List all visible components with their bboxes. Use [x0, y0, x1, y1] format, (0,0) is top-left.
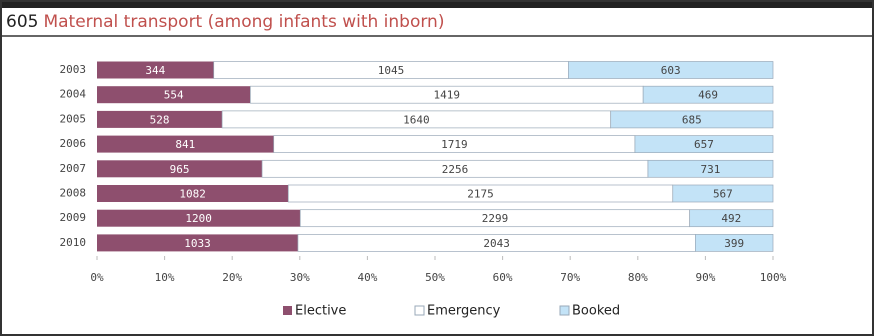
data-label: 1200 — [185, 212, 212, 225]
y-tick-label: 2006 — [60, 137, 87, 150]
bar-segment — [634, 135, 774, 153]
data-label: 1640 — [403, 113, 430, 126]
bar-segment — [97, 160, 263, 178]
bar-segment — [610, 110, 774, 129]
x-tick-label: 0% — [90, 271, 104, 284]
bar-segment — [97, 86, 251, 104]
data-label: 841 — [175, 138, 195, 151]
legend-label: Booked — [572, 304, 620, 319]
x-tick-label: 30% — [290, 271, 310, 284]
data-label: 528 — [150, 113, 170, 126]
data-label: 1033 — [184, 237, 211, 250]
bar-segment — [642, 85, 774, 104]
data-label: 965 — [170, 163, 190, 176]
y-tick-label: 2004 — [60, 88, 87, 101]
x-tick-label: 20% — [222, 271, 242, 284]
legend-swatch — [283, 306, 292, 315]
title-text: Maternal transport (among infants with i… — [43, 12, 444, 32]
y-tick-label: 2008 — [60, 187, 87, 200]
bar-segment — [97, 234, 298, 252]
data-label: 492 — [721, 212, 741, 225]
bar-segment — [568, 61, 774, 79]
data-label: 344 — [145, 64, 165, 77]
bar-segment — [672, 184, 774, 203]
title-number: 605 — [6, 12, 38, 32]
data-label: 469 — [698, 89, 718, 102]
data-label: 567 — [713, 188, 733, 201]
legend-label: Elective — [295, 304, 346, 319]
x-tick-label: 10% — [155, 271, 175, 284]
y-tick-label: 2007 — [60, 162, 87, 175]
x-tick-label: 60% — [493, 271, 513, 284]
top-band — [0, 0, 874, 8]
data-label: 603 — [661, 64, 681, 77]
bar-segment — [97, 209, 301, 227]
bar-segment — [689, 209, 774, 228]
data-label: 2175 — [467, 188, 494, 201]
data-label: 399 — [724, 237, 744, 250]
chart-title: 605 Maternal transport (among infants wit… — [6, 12, 444, 32]
bar-segment — [97, 135, 274, 153]
x-tick-label: 80% — [628, 271, 648, 284]
bar-segment — [695, 234, 774, 252]
y-tick-label: 2009 — [60, 211, 87, 224]
x-tick-label: 100% — [760, 271, 787, 284]
data-label: 685 — [682, 113, 702, 126]
data-label: 554 — [164, 89, 184, 102]
bar-segment — [97, 110, 223, 128]
bar-segment — [97, 61, 214, 79]
legend-swatch — [414, 305, 425, 316]
x-tick-label: 90% — [695, 271, 715, 284]
data-label: 2256 — [442, 163, 469, 176]
data-label: 657 — [694, 138, 714, 151]
x-tick-label: 70% — [560, 271, 580, 284]
data-label: 1419 — [434, 89, 461, 102]
data-label: 1082 — [179, 188, 206, 201]
bar-segment — [97, 185, 289, 202]
y-tick-label: 2005 — [60, 112, 87, 125]
legend-swatch — [559, 305, 570, 316]
y-tick-label: 2003 — [60, 63, 87, 76]
x-tick-label: 50% — [425, 271, 445, 284]
legend-label: Emergency — [427, 304, 501, 319]
data-label: 2043 — [483, 237, 510, 250]
data-label: 2299 — [482, 212, 509, 225]
x-tick-label: 40% — [357, 271, 377, 284]
data-label: 1045 — [378, 64, 405, 77]
data-label: 1719 — [441, 138, 468, 151]
data-label: 731 — [701, 163, 721, 176]
bar-segment — [647, 159, 774, 178]
y-tick-label: 2010 — [60, 236, 87, 249]
